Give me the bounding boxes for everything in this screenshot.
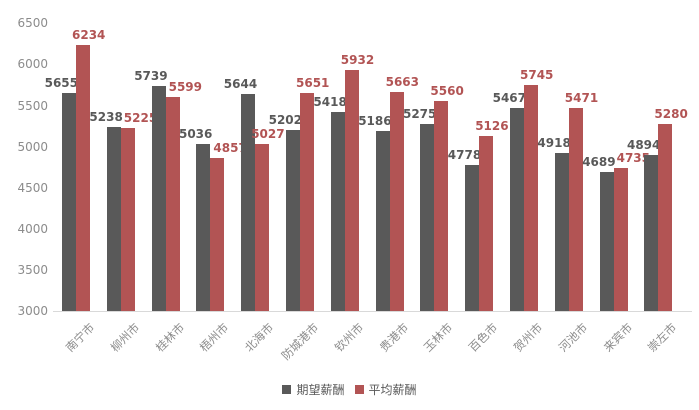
data-label-average-salary: 5126 — [475, 119, 509, 134]
data-label-average-salary: 6234 — [72, 28, 106, 43]
bar-expected-salary — [554, 153, 569, 311]
legend-swatch-average-salary — [354, 384, 364, 394]
legend-label-expected-salary: 期望薪酬 — [296, 382, 345, 397]
data-label-average-salary: 5651 — [296, 76, 330, 91]
data-label-expected-salary: 5238 — [89, 110, 123, 125]
data-label-average-salary: 5027 — [251, 127, 285, 142]
y-axis-tick-label: 6500 — [17, 16, 48, 31]
y-axis-tick-label: 5500 — [17, 98, 48, 113]
data-label-expected-salary: 5467 — [492, 91, 526, 106]
bar-average-salary — [389, 92, 404, 311]
data-label-average-salary: 5599 — [168, 80, 202, 95]
data-label-average-salary: 5280 — [654, 106, 688, 121]
data-label-expected-salary: 5202 — [268, 112, 302, 127]
bar-average-salary — [76, 45, 90, 311]
legend-item-expected-salary: 期望薪酬 — [282, 381, 345, 398]
y-axis-tick-label: 5000 — [17, 139, 48, 154]
bar-average-salary — [300, 93, 314, 311]
legend-label-average-salary: 平均薪酬 — [368, 382, 417, 397]
y-axis-tick-label: 4000 — [17, 221, 48, 236]
bar-expected-salary — [286, 129, 300, 311]
bar-average-salary — [568, 107, 583, 311]
data-label-expected-salary: 5739 — [134, 68, 168, 83]
y-axis-tick-label: 3000 — [17, 304, 48, 318]
data-label-average-salary: 5225 — [123, 111, 158, 126]
bar-expected-salary — [62, 92, 76, 311]
bar-average-salary — [524, 85, 538, 311]
legend-swatch-expected-salary — [282, 384, 292, 394]
bar-expected-salary — [599, 172, 614, 311]
data-label-expected-salary: 5644 — [223, 76, 258, 91]
bar-average-salary — [613, 168, 628, 311]
bar-average-salary — [434, 100, 449, 311]
data-label-average-salary: 5471 — [564, 90, 599, 105]
bar-expected-salary — [151, 85, 166, 311]
bar-average-salary — [479, 136, 494, 311]
data-label-expected-salary: 5418 — [313, 95, 347, 110]
bar-expected-salary — [375, 131, 390, 311]
data-label-expected-salary: 5655 — [44, 75, 78, 90]
data-label-average-salary: 5932 — [340, 52, 375, 67]
bar-expected-salary — [420, 123, 435, 311]
legend: 期望薪酬 平均薪酬 — [0, 381, 699, 397]
bar-average-salary — [344, 69, 359, 311]
bar-average-salary — [120, 128, 135, 311]
bar-average-salary — [210, 158, 225, 311]
data-label-average-salary: 5560 — [430, 83, 464, 98]
bar-expected-salary — [106, 127, 121, 311]
data-label-average-salary: 5663 — [385, 75, 419, 90]
data-label-expected-salary: 4894 — [626, 138, 661, 153]
data-label-expected-salary: 5036 — [178, 126, 213, 141]
legend-item-average-salary: 平均薪酬 — [354, 381, 417, 398]
bar-expected-salary — [241, 93, 256, 311]
data-label-expected-salary: 5275 — [402, 106, 437, 121]
y-axis-tick-label: 6000 — [17, 57, 48, 72]
bar-expected-salary — [330, 112, 345, 311]
data-label-average-salary: 4857 — [213, 141, 247, 156]
data-label-average-salary: 4735 — [616, 151, 650, 166]
data-label-average-salary: 5745 — [520, 68, 554, 83]
bar-average-salary — [658, 123, 673, 311]
bar-average-salary — [165, 97, 180, 311]
bar-expected-salary — [196, 143, 211, 311]
data-label-expected-salary: 4689 — [582, 155, 616, 170]
bar-expected-salary — [510, 108, 524, 311]
y-axis-tick-label: 3500 — [17, 262, 48, 277]
bar-expected-salary — [465, 164, 480, 311]
data-label-expected-salary: 5186 — [358, 114, 392, 129]
bar-average-salary — [255, 144, 270, 311]
bar-expected-salary — [644, 155, 659, 311]
data-label-expected-salary: 4918 — [537, 136, 571, 151]
y-axis-tick-label: 4500 — [17, 180, 48, 195]
x-axis-line — [53, 311, 692, 312]
data-label-expected-salary: 4778 — [447, 147, 482, 162]
